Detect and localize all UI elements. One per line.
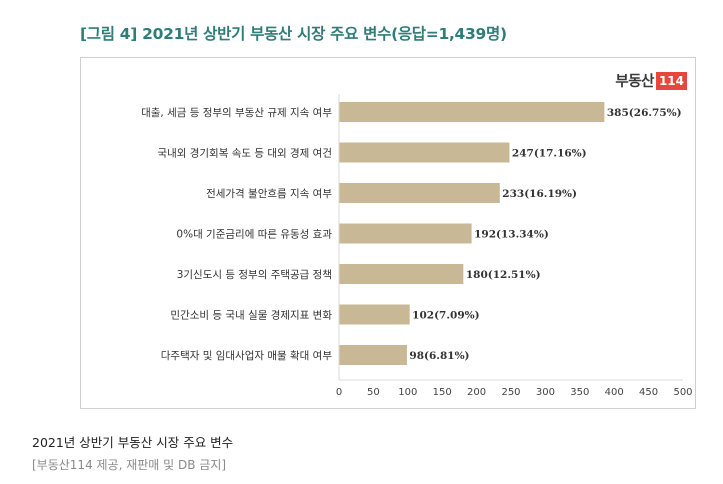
data-label: 192(13.34%) (474, 229, 549, 241)
data-label: 247(17.16%) (512, 148, 587, 160)
category-label: 전세가격 불안흐름 지속 여부 (206, 187, 332, 200)
x-tick-label: 450 (639, 387, 658, 398)
data-label: 385(26.75%) (607, 107, 682, 119)
chart-area: 대출, 세금 등 정부의 부동산 규제 지속 여부 385(26.75%) 국내외 … (80, 57, 696, 409)
x-tick-label: 350 (570, 387, 589, 398)
category-label: 국내외 경기회복 속도 등 대외 경제 여건 (157, 147, 332, 160)
logo-text: 부동산 (615, 74, 654, 90)
brand-logo: 부동산 114 (615, 70, 687, 91)
credit-line: [부동산114 제공, 재판매 및 DB 금지] (32, 458, 227, 472)
x-tick-label: 400 (605, 387, 624, 398)
bar (339, 102, 605, 122)
x-tick-label: 300 (536, 387, 555, 398)
data-label: 98(6.81%) (409, 350, 469, 362)
x-tick-label: 250 (501, 387, 520, 398)
category-label: 대출, 세금 등 정부의 부동산 규제 지속 여부 (141, 107, 332, 119)
caption: 2021년 상반기 부동산 시장 주요 변수 (32, 435, 234, 450)
logo-number-badge: 114 (655, 71, 687, 90)
category-label: 다주택자 및 임대사업자 매물 확대 여부 (161, 349, 333, 362)
x-tick-label: 50 (367, 387, 380, 398)
bar (339, 304, 410, 325)
bar (339, 183, 500, 203)
bar-chart: 대출, 세금 등 정부의 부동산 규제 지속 여부 385(26.75%) 국내외 … (141, 94, 693, 398)
bar (339, 223, 472, 244)
bar (339, 345, 407, 365)
bar (339, 264, 464, 284)
x-tick-label: 200 (467, 387, 486, 398)
x-tick-label: 150 (433, 387, 452, 398)
category-label: 0%대 기준금리에 따른 유동성 효과 (176, 229, 332, 241)
category-label: 민간소비 등 국내 실물 경제지표 변화 (170, 309, 332, 322)
x-tick-label: 500 (673, 387, 692, 398)
figure-title: [그림 4] 2021년 상반기 부동산 시장 주요 변수(응답=1,439명) (80, 25, 507, 43)
data-label: 102(7.09%) (412, 310, 479, 322)
data-label: 180(12.51%) (466, 269, 541, 281)
data-label: 233(16.19%) (502, 188, 577, 200)
category-label: 3기신도시 등 정부의 주택공급 정책 (177, 269, 332, 281)
bar (339, 142, 510, 163)
x-tick-label: 100 (398, 387, 417, 398)
x-tick-label: 0 (336, 387, 342, 398)
